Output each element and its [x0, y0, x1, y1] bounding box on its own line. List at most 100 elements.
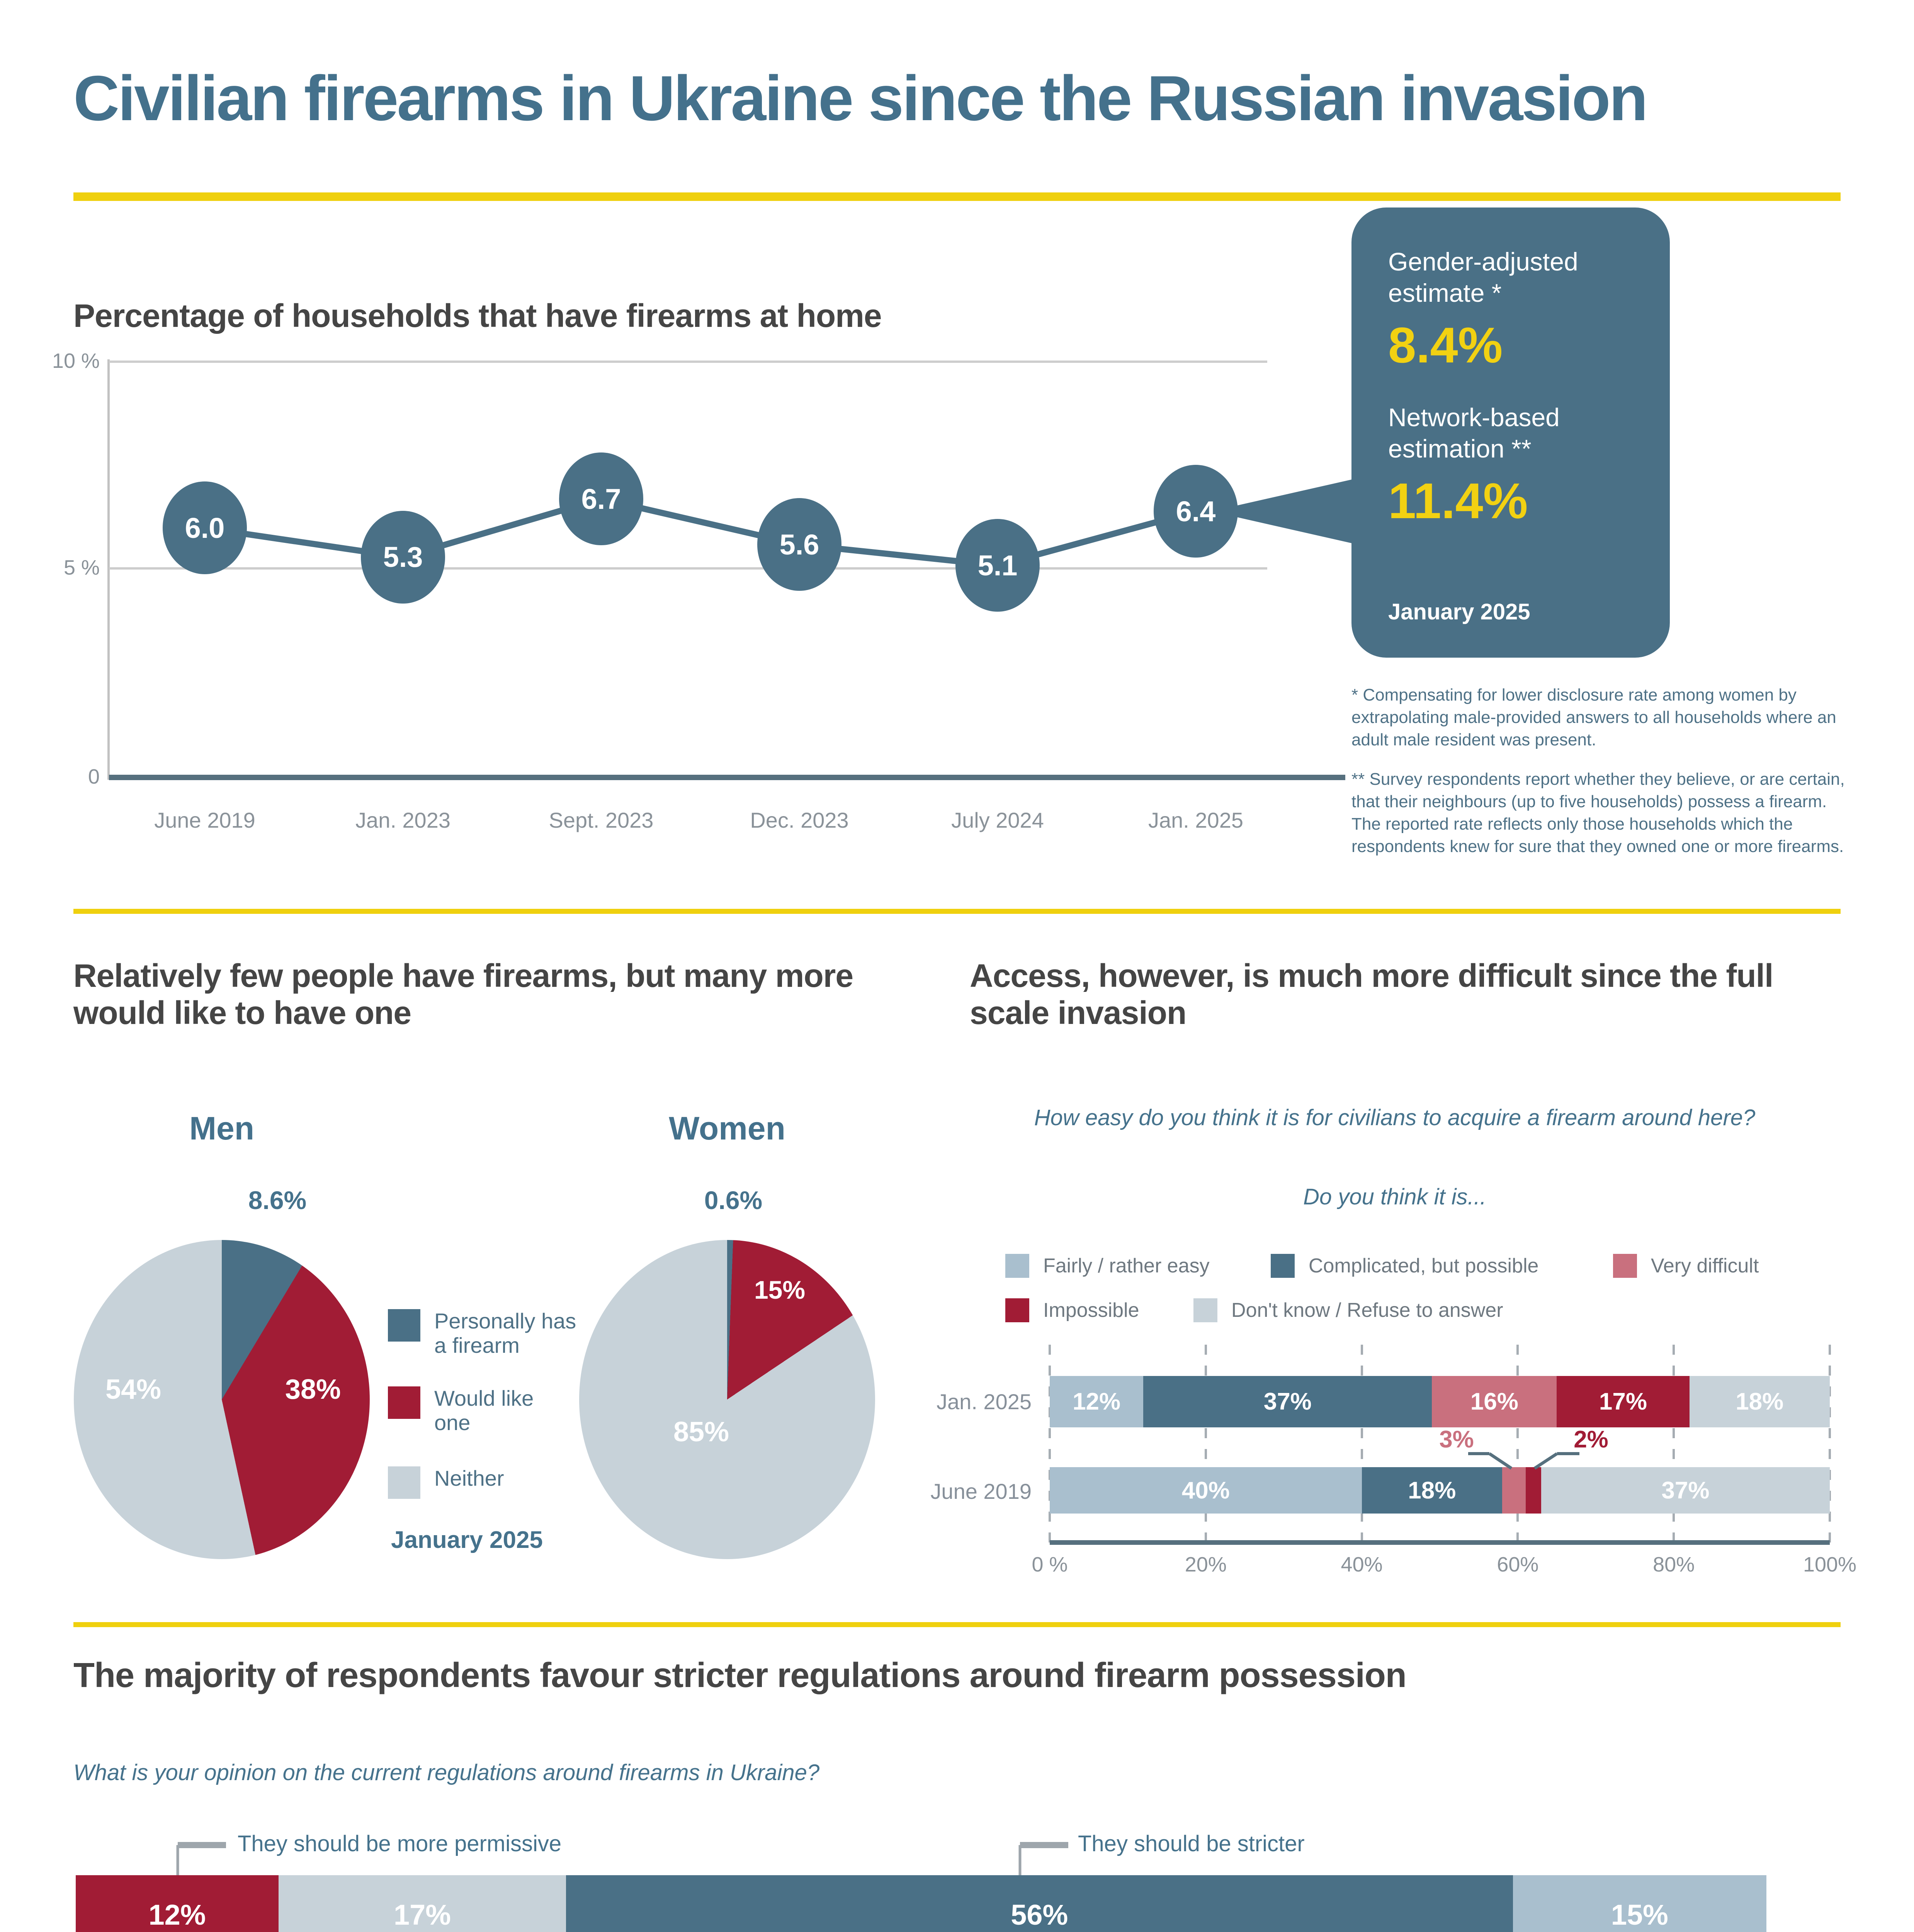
data-point-Jan. 2023: 5.3: [361, 510, 445, 604]
access-bar-June 2019: 40% 18% 37%: [1050, 1467, 1830, 1514]
segment-value: 18%: [1408, 1477, 1456, 1504]
trend-line: [204, 495, 1197, 569]
easy-label: Fairly / rather easy: [1043, 1255, 1210, 1277]
access-gridline-0 %: [1049, 1345, 1051, 1544]
footnotes: * Compensating for lower disclosure rate…: [1351, 684, 1858, 875]
access-gridline-60%: [1516, 1345, 1519, 1544]
very-difficult-label: Very difficult: [1651, 1255, 1759, 1277]
segment-value: 12%: [148, 1898, 206, 1931]
y-tick-0: 0: [88, 765, 100, 788]
gender-adjusted-label: Gender-adjusted estimate *: [1388, 247, 1578, 307]
neither-swatch: [388, 1466, 420, 1499]
regulations-heading: The majority of respondents favour stric…: [73, 1656, 1407, 1695]
segment-value: 17%: [394, 1898, 451, 1931]
access-x-tick-80%: 80%: [1653, 1553, 1695, 1576]
network-based-label: Network-based estimation **: [1388, 403, 1560, 463]
segment-Fairly / rather easy: 40%: [1050, 1467, 1362, 1514]
access-gridline-40%: [1360, 1345, 1363, 1544]
segment-Complicated, but possible: 18%: [1362, 1467, 1502, 1514]
access-x-tick-100%: 100%: [1803, 1553, 1857, 1576]
would-like-label: Would like one: [434, 1386, 534, 1435]
ownership-date: January 2025: [391, 1527, 543, 1553]
gridline-10pct: [109, 361, 1267, 363]
title-divider: [73, 192, 1841, 201]
women-pie: [579, 1240, 875, 1559]
men-pie-title: Men: [189, 1110, 254, 1146]
easy-swatch: [1005, 1254, 1029, 1278]
segment-value: 37%: [1661, 1477, 1710, 1504]
access-legend-easy: Fairly / rather easy: [1005, 1254, 1210, 1278]
page-title: Civilian firearms in Ukraine since the R…: [73, 63, 1648, 134]
segment-value: 37%: [1263, 1388, 1312, 1415]
data-point-July 2024: 5.1: [955, 519, 1040, 612]
segment-Don't know / Refuse to answer: 18%: [1689, 1376, 1830, 1427]
gridline-5pct: [109, 567, 1267, 570]
stricter-label: They should be stricter: [1078, 1831, 1305, 1856]
segment-value: 17%: [1599, 1388, 1647, 1415]
segment-Very difficult: [1502, 1467, 1526, 1514]
access-x-tick-20%: 20%: [1185, 1553, 1227, 1576]
impossible-swatch: [1005, 1298, 1029, 1322]
access-bar-Jan. 2025: 12% 37% 16% 17% 18%: [1050, 1376, 1830, 1427]
segment-Don't know / Refuse to answer: 37%: [1541, 1467, 1830, 1514]
men-want-label: 38%: [285, 1374, 341, 1405]
dontknow-label: Don't know / Refuse to answer: [1231, 1299, 1503, 1321]
women-neither-label: 85%: [673, 1417, 729, 1447]
complicated-label: Complicated, but possible: [1309, 1255, 1539, 1277]
access-row-label-june2019: June 2019: [930, 1479, 1032, 1503]
access-x-tick-40%: 40%: [1341, 1553, 1383, 1576]
access-row-label-jan2025: Jan. 2025: [937, 1389, 1032, 1414]
men-pie: [74, 1240, 370, 1559]
callout-date: January 2025: [1388, 599, 1530, 624]
very-difficult-swatch: [1613, 1254, 1637, 1278]
has-firearm-swatch: [388, 1309, 420, 1342]
footnote-network-based: ** Survey respondents report whether the…: [1351, 770, 1845, 856]
access-legend-very-difficult: Very difficult: [1613, 1254, 1759, 1278]
segment-value: 40%: [1181, 1477, 1230, 1504]
x-tick-June 2019: June 2019: [154, 808, 255, 832]
access-legend-complicated: Complicated, but possible: [1271, 1254, 1538, 1278]
men-own-label: 8.6%: [248, 1186, 307, 1214]
women-pie-title: Women: [669, 1110, 785, 1146]
impossible-label: Impossible: [1043, 1299, 1139, 1321]
x-tick-Jan. 2023: Jan. 2023: [355, 808, 450, 832]
x-tick-Dec. 2023: Dec. 2023: [750, 808, 849, 832]
segment-value: 12%: [1073, 1388, 1121, 1415]
segment-Very difficult: 16%: [1432, 1376, 1557, 1427]
segment-Complicated, but possible: 37%: [1143, 1376, 1432, 1427]
access-gridline-100%: [1829, 1345, 1831, 1544]
segment-Don't know / refuse to answer: 15%: [1513, 1875, 1766, 1932]
very-difficult-connector: [1488, 1452, 1513, 1470]
access-question-1: How easy do you think it is for civilian…: [1034, 1105, 1756, 1130]
x-tick-July 2024: July 2024: [951, 808, 1044, 832]
gender-adjusted-value: 8.4%: [1388, 317, 1503, 374]
section-divider-1: [73, 909, 1841, 914]
pie-legend-item-neither: Neither: [388, 1466, 589, 1499]
data-point-Jan. 2025: 6.4: [1154, 465, 1238, 558]
segment-They are appropriate: 17%: [279, 1875, 566, 1932]
segment-Fairly / rather easy: 12%: [1050, 1376, 1144, 1427]
regulations-question: What is your opinion on the current regu…: [73, 1760, 820, 1785]
data-point-June 2019: 6.0: [163, 481, 247, 575]
women-own-label: 0.6%: [704, 1186, 763, 1214]
segment-They should be stricter: 56%: [566, 1875, 1513, 1932]
impossible-connector: [1533, 1452, 1558, 1470]
access-impossible-out-label: 2%: [1574, 1426, 1608, 1453]
dontknow-swatch: [1193, 1298, 1217, 1322]
y-axis-line: [107, 359, 110, 780]
segment-value: 56%: [1011, 1898, 1068, 1931]
segment-value: 18%: [1736, 1388, 1784, 1415]
pie-legend-item-has: Personally has a firearm: [388, 1309, 589, 1357]
segment-They should be more permissive: 12%: [76, 1875, 279, 1932]
permissive-label: They should be more permissive: [238, 1831, 562, 1856]
would-like-swatch: [388, 1386, 420, 1419]
ownership-heading: Relatively few people have firearms, but…: [73, 957, 853, 1031]
men-neither-label: 54%: [105, 1374, 161, 1405]
access-gridline-20%: [1204, 1345, 1207, 1544]
y-tick-10: 10 %: [52, 349, 100, 372]
households-heading: Percentage of households that have firea…: [73, 298, 882, 334]
segment-Impossible: 17%: [1557, 1376, 1690, 1427]
access-axis-line: [1050, 1540, 1830, 1545]
regulations-stacked-bar: 12% 17% 56% 15%: [76, 1875, 1766, 1932]
